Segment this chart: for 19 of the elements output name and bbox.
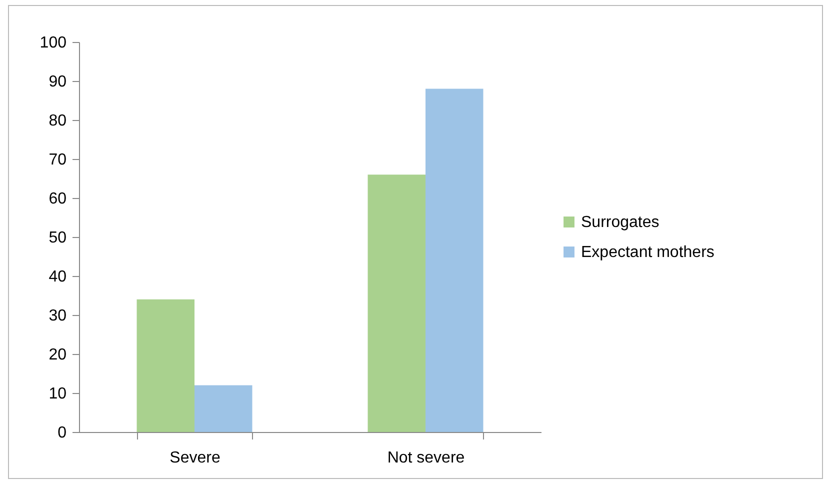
bar [368,174,426,432]
y-tick-label: 30 [48,308,67,324]
y-tick-label: 80 [48,112,67,130]
y-tick-label: 20 [48,346,67,364]
y-tick-label: 90 [48,74,67,90]
y-tick-label: 40 [48,268,67,286]
x-tick-label: Severe [170,450,220,466]
y-tick-label: 100 [40,34,67,52]
bar [194,385,252,432]
y-tick-label: 10 [48,386,67,402]
legend-label: Surrogates [581,214,660,231]
bar [426,88,484,432]
bar [136,299,194,432]
y-tick-label: 70 [48,152,67,168]
legend-label: Expectant mothers [581,244,714,261]
y-tick-label: 0 [58,424,67,442]
x-tick-label: Not severe [387,450,465,466]
y-tick-label: 50 [48,230,67,246]
y-tick-label: 60 [48,190,67,208]
